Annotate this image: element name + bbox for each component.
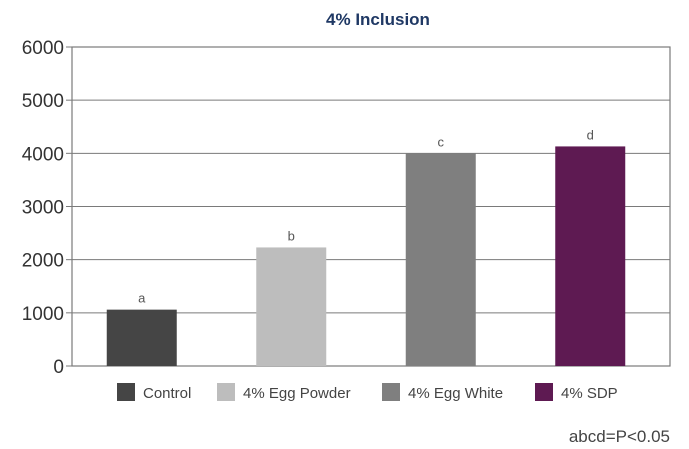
- legend-swatch: [535, 383, 553, 401]
- legend: Control 4% Egg Powder 4% Egg White 4% SDP: [117, 383, 618, 402]
- y-tick-label: 0: [53, 357, 64, 378]
- bar-labels: a b c d: [138, 127, 594, 305]
- bar-data-label: b: [288, 228, 295, 243]
- legend-swatch: [117, 383, 135, 401]
- bar-4-egg-white: [405, 153, 476, 366]
- legend-label: 4% Egg White: [408, 385, 503, 402]
- y-tick-label: 4000: [22, 144, 64, 165]
- bar-data-label: d: [587, 127, 594, 142]
- chart-title: 4% Inclusion: [326, 10, 430, 29]
- bar-4-sdp: [555, 146, 626, 366]
- y-axis: 0 1000 2000 3000 4000 5000 6000: [22, 38, 72, 378]
- legend-label: Control: [143, 385, 191, 402]
- bar-control: [106, 309, 177, 366]
- bar-data-label: c: [438, 134, 445, 149]
- y-tick-label: 5000: [22, 91, 64, 112]
- bar-data-label: a: [138, 291, 146, 306]
- significance-footnote: abcd=P<0.05: [569, 427, 670, 446]
- y-tick-label: 3000: [22, 198, 64, 219]
- y-tick-label: 6000: [22, 38, 64, 59]
- legend-swatch: [382, 383, 400, 401]
- bar-4-egg-powder: [256, 247, 327, 366]
- bars: [106, 146, 626, 366]
- legend-swatch: [217, 383, 235, 401]
- y-tick-label: 1000: [22, 304, 64, 325]
- legend-label: 4% SDP: [561, 385, 618, 402]
- legend-label: 4% Egg Powder: [243, 385, 351, 402]
- y-tick-label: 2000: [22, 251, 64, 272]
